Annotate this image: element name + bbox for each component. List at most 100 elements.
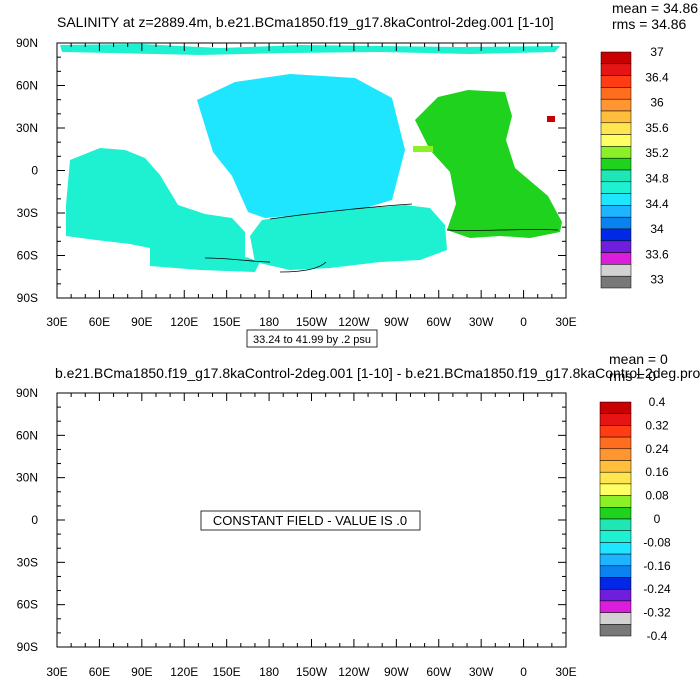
colorbar-label: -0.4 xyxy=(647,629,668,643)
colorbar-box xyxy=(600,169,632,183)
x-tick-label: 120W xyxy=(338,315,370,329)
colorbar-box xyxy=(599,530,632,543)
constant-field-message: CONSTANT FIELD - VALUE IS .0 xyxy=(213,513,407,528)
x-tick-label: 90E xyxy=(131,315,152,329)
region-atlantic xyxy=(415,90,562,238)
contour-line-1 xyxy=(269,203,413,220)
x-tick-label: 60E xyxy=(89,315,110,329)
panel2-y-axis: 90N 60N 30N 0 30S 60S 90S xyxy=(16,386,566,654)
x-tick-label: 120E xyxy=(170,665,198,679)
y-tick-label: 90S xyxy=(17,291,38,305)
colorbar-label: -0.08 xyxy=(643,535,671,549)
constant-field-box xyxy=(200,510,421,531)
colorbar-box xyxy=(600,240,632,253)
colorbar-label: 0 xyxy=(654,512,661,526)
x-tick-label: 180 xyxy=(259,665,279,679)
colorbar-label: 0.24 xyxy=(645,442,669,456)
colorbar-label: 33 xyxy=(650,273,664,287)
x-tick-label: 30E xyxy=(555,665,576,679)
colorbar-box xyxy=(600,228,632,242)
y-tick-label: 90N xyxy=(16,36,38,50)
colorbar-box xyxy=(599,518,632,531)
colorbar-box xyxy=(599,588,632,602)
colorbar-label: 34.4 xyxy=(645,197,669,211)
y-tick-label: 30S xyxy=(17,206,38,220)
colorbar-label: -0.24 xyxy=(643,582,671,596)
region-mediterranean xyxy=(547,116,555,122)
colorbar-box xyxy=(599,507,632,520)
colorbar-box xyxy=(600,252,632,265)
colorbar-label: 0.4 xyxy=(649,395,666,409)
x-tick-label: 180 xyxy=(259,315,279,329)
region-indian xyxy=(66,148,245,262)
y-tick-label: 60S xyxy=(17,249,38,263)
y-tick-label: 60N xyxy=(16,79,38,93)
colorbar-box xyxy=(599,565,632,578)
region-southern-ocean xyxy=(150,245,260,272)
x-tick-label: 90W xyxy=(384,665,409,679)
colorbar-label: 0.08 xyxy=(645,489,669,503)
y-tick-label: 60N xyxy=(16,428,38,442)
contour-line-3 xyxy=(204,257,271,263)
x-tick-label: 30W xyxy=(469,665,494,679)
colorbar-box xyxy=(599,624,632,637)
panel1-x-axis: 30E 60E 90E 120E 150E 180 150W 120W 90W 60W 30W 0 30… xyxy=(46,43,577,329)
colorbar-box xyxy=(600,110,632,124)
x-tick-label: 30E xyxy=(46,665,67,679)
x-tick-label: 0 xyxy=(520,665,527,679)
colorbar-box xyxy=(599,553,632,567)
colorbar-label: 34.8 xyxy=(645,172,669,186)
colorbar-box xyxy=(600,87,632,100)
x-tick-label: 150E xyxy=(213,315,241,329)
colorbar-box xyxy=(599,600,632,613)
x-tick-label: 60W xyxy=(426,315,451,329)
panel1-y-axis: 90N 60N 30N 0 30S 60S 90S xyxy=(16,36,566,305)
colorbar-box xyxy=(600,75,632,88)
colorbar-label: 37 xyxy=(650,45,664,59)
colorbar-box xyxy=(599,448,632,461)
region-pacific-south xyxy=(250,205,447,270)
region-arctic xyxy=(60,44,560,55)
colorbar-box xyxy=(600,193,632,206)
colorbar-box xyxy=(600,146,632,159)
y-tick-label: 30S xyxy=(17,555,38,569)
panel-salinity: SALINITY at z=2889.4m, b.e21.BCma1850.f1… xyxy=(16,0,698,348)
colorbar-box xyxy=(600,275,632,289)
colorbar-box xyxy=(600,181,632,194)
y-tick-label: 0 xyxy=(31,164,38,178)
contour-line-2 xyxy=(446,229,559,231)
x-tick-label: 0 xyxy=(520,315,527,329)
contour-info-box xyxy=(246,329,378,348)
x-tick-label: 60W xyxy=(426,665,451,679)
colorbar-label: 35.6 xyxy=(645,121,669,135)
colorbar-box xyxy=(599,425,632,438)
panel1-colorbar: 37 36.4 36 35.6 35.2 34.8 34.4 34 33.6 33 xyxy=(600,45,669,289)
colorbar-box xyxy=(600,264,632,277)
colorbar-label: 36.4 xyxy=(645,70,669,84)
colorbar-box xyxy=(600,205,632,218)
colorbar-box xyxy=(599,495,632,508)
y-tick-label: 30N xyxy=(16,471,38,485)
colorbar-label: 0.32 xyxy=(645,418,669,432)
colorbar-label: -0.32 xyxy=(643,606,671,620)
colorbar-box xyxy=(600,134,632,147)
y-tick-label: 90S xyxy=(17,640,38,654)
colorbar-box xyxy=(599,612,632,625)
colorbar-box xyxy=(600,216,632,230)
contour-info: 33.24 to 41.99 by .2 psu xyxy=(253,334,371,346)
x-tick-label: 30W xyxy=(469,315,494,329)
colorbar-box xyxy=(599,436,632,450)
x-tick-label: 90E xyxy=(131,665,152,679)
region-caribbean xyxy=(413,146,433,152)
colorbar-box xyxy=(600,122,632,135)
x-tick-label: 150W xyxy=(296,315,328,329)
colorbar-label: 33.6 xyxy=(645,247,669,261)
colorbar-box xyxy=(599,542,632,555)
colorbar-box xyxy=(600,157,632,171)
panel1-map xyxy=(56,42,567,299)
x-tick-label: 30E xyxy=(46,315,67,329)
panel2-mean: mean = 0 xyxy=(609,351,668,367)
panel2-rms: rms = 0 xyxy=(609,368,656,384)
x-tick-label: 150W xyxy=(296,665,328,679)
